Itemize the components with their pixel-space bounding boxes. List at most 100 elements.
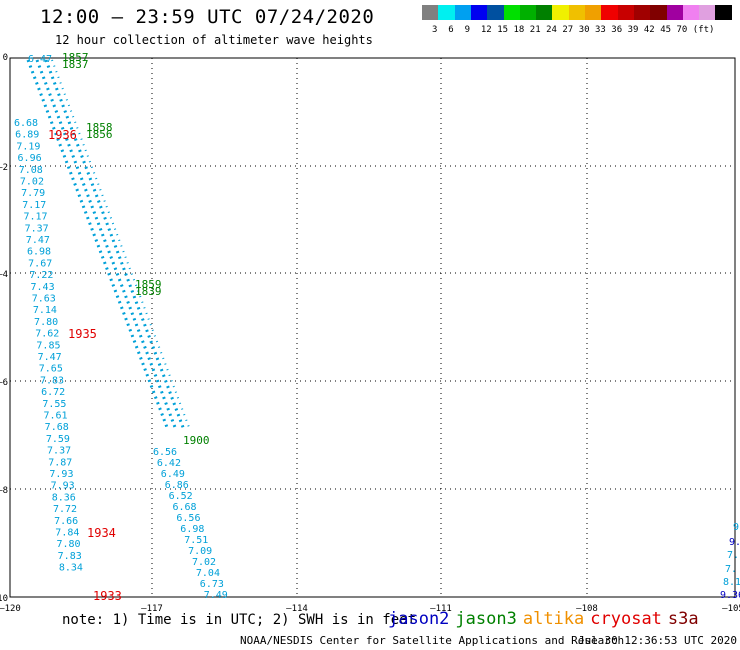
legend-swatch: [699, 5, 717, 20]
swh-value: 6.73: [200, 579, 224, 590]
swh-value: 6.72: [41, 387, 65, 398]
track-4-marks: [51, 59, 191, 431]
swh-value: 7.83: [58, 551, 82, 562]
map-frame: [9, 57, 736, 598]
legend-swatch: [552, 5, 570, 20]
legend-swatch: [601, 5, 619, 20]
swh-value: 6.56: [176, 513, 200, 524]
satellite-jason2: jason2: [388, 609, 450, 629]
page-title: 12:00 – 23:59 UTC 07/24/2020: [40, 6, 375, 28]
swh-value: 7.61: [44, 411, 68, 422]
legend-label: 70: [676, 25, 688, 35]
x-axis-label: –111: [430, 604, 452, 614]
pass-time-label: 1858: [86, 121, 113, 134]
swh-value: 6.68: [173, 502, 197, 513]
legend-label: 9: [464, 25, 471, 35]
track-3-marks: [44, 59, 186, 431]
satellite-altika: altika: [522, 609, 585, 629]
y-axis-label: 0: [3, 53, 8, 63]
legend-swatch: [568, 5, 586, 20]
swh-value: 6.42: [157, 458, 181, 469]
legend-swatch: [487, 5, 505, 20]
swh-value: 7.72: [53, 504, 77, 515]
swh-value: 7.09: [188, 546, 212, 557]
edge-digit-fragment: 7.: [727, 550, 739, 561]
swh-value: 7.59: [46, 434, 70, 445]
swh-value: 9.36: [720, 590, 740, 601]
x-axis-label: –117: [141, 604, 163, 614]
swh-value: 7.80: [34, 317, 58, 328]
swh-value: 7.62: [35, 329, 59, 340]
swh-value: 7.17: [22, 200, 46, 211]
edge-digit-fragment: 9.: [729, 537, 740, 548]
swh-value: 7.04: [196, 568, 220, 579]
swh-value: 7.49: [204, 590, 228, 601]
legend-label: 6: [448, 25, 454, 35]
pass-time-label: 1856: [86, 128, 113, 141]
pass-time-label: 1837: [62, 58, 89, 71]
swh-value: 7.87: [48, 457, 72, 468]
legend-swatch: [422, 5, 439, 20]
swh-value: 7.37: [47, 446, 71, 457]
satellite-jason3: jason3: [455, 609, 517, 629]
legend-swatch: [715, 5, 733, 20]
y-axis-label: –10: [0, 594, 8, 604]
swh-value: 7.79: [21, 188, 45, 199]
swh-value: 8.34: [59, 563, 83, 574]
pass-time-label: 1936: [48, 128, 77, 142]
swh-value: 7.47: [38, 352, 62, 363]
credit-line: NOAA/NESDIS Center for Satellite Applica…: [240, 634, 625, 647]
legend-label: 39: [627, 25, 639, 35]
legend-swatch: [454, 5, 472, 20]
pass-time-label: 1839: [135, 285, 162, 298]
swh-value: 7.65: [39, 364, 63, 375]
x-axis-label: –105: [722, 604, 740, 614]
legend-label: 3: [432, 25, 438, 35]
legend-label: 33: [595, 25, 606, 35]
swh-value: 7.47: [26, 235, 50, 246]
swh-value: 7.93: [51, 481, 75, 492]
legend-label: 30: [578, 25, 590, 35]
legend-label: 45: [660, 25, 672, 35]
swh-value: 6.98: [27, 247, 51, 258]
legend-swatch: [503, 5, 521, 20]
swh-value: 7.84: [55, 528, 79, 539]
swh-value: 7.19: [16, 141, 40, 152]
legend-swatch: [519, 5, 537, 20]
legend-swatch: [438, 5, 456, 20]
swh-value: 6.56: [153, 447, 177, 458]
swh-value: 6.86: [165, 480, 189, 491]
footnote: note: 1) Time is in UTC; 2) SWH is in fe…: [62, 612, 417, 628]
y-axis-label: –8: [0, 486, 8, 496]
swh-value: 7.37: [25, 223, 49, 234]
x-axis-label: –108: [576, 604, 598, 614]
legend-label: 12: [480, 25, 492, 35]
legend-swatch: [585, 5, 602, 20]
swh-value: 7.43: [31, 282, 55, 293]
legend-swatch: [470, 5, 488, 20]
legend-label: 15: [497, 25, 509, 35]
y-axis-label: –2: [0, 163, 8, 173]
legend-swatch: [682, 5, 700, 20]
edge-digit-fragment: 9: [733, 522, 739, 533]
swh-value: 7.63: [32, 294, 56, 305]
legend-label: 21: [529, 25, 541, 35]
swh-value: 7.83: [40, 375, 64, 386]
y-axis-label: –4: [0, 270, 8, 280]
swh-value: 7.55: [42, 399, 66, 410]
swh-value: 7.68: [45, 422, 69, 433]
legend-label: 18: [513, 25, 525, 35]
swh-value: 7.17: [23, 212, 47, 223]
generated-timestamp: Jul 30 12:36:53 UTC 2020: [578, 634, 737, 647]
swh-value: 6.89: [15, 130, 39, 141]
swh-value: 7.02: [20, 177, 44, 188]
legend-label: 42: [643, 25, 655, 35]
swh-value: 6.98: [180, 524, 204, 535]
swh-value: 6.96: [18, 153, 42, 164]
swh-value: 6.49: [161, 469, 185, 480]
swh-value: 7.80: [56, 539, 80, 550]
swh-value: 6.52: [169, 491, 193, 502]
legend-label: (ft): [692, 25, 715, 35]
pass-time-label: 1857: [62, 51, 89, 64]
